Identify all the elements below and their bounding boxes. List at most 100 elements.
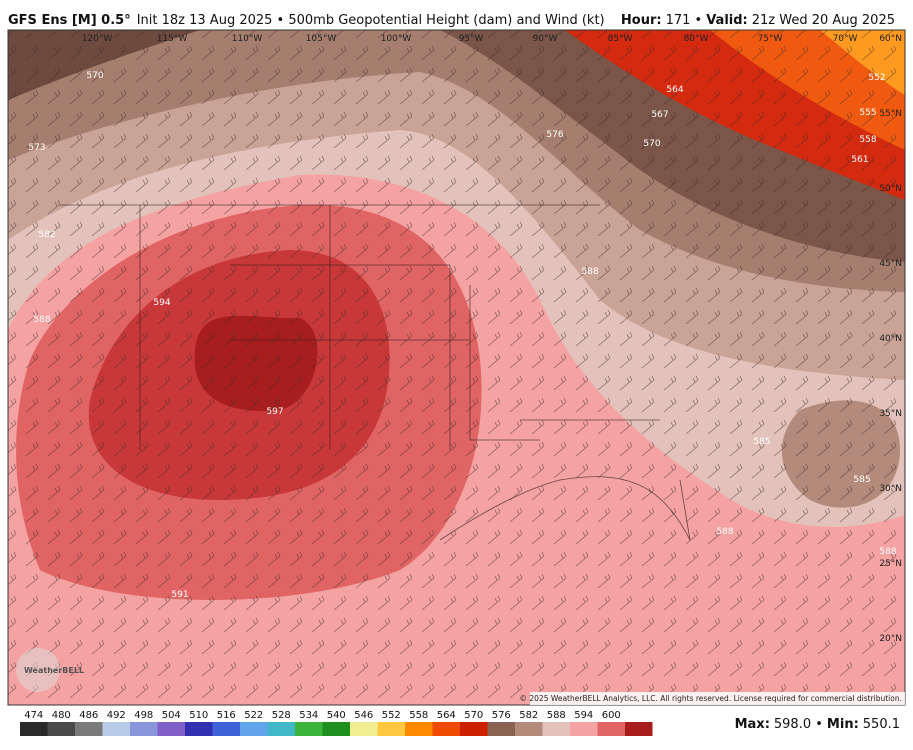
legend-swatch xyxy=(597,722,625,736)
legend-swatch xyxy=(515,722,543,736)
legend-label: 546 xyxy=(354,710,373,721)
legend-label: 552 xyxy=(382,710,401,721)
contour-label: 558 xyxy=(859,135,876,145)
legend-swatch xyxy=(570,722,598,736)
longitude-label: 120°W xyxy=(82,34,113,44)
legend-swatch xyxy=(75,722,103,736)
longitude-label: 85°W xyxy=(608,34,633,44)
hour: 171 • xyxy=(666,13,703,28)
wind-barbs xyxy=(8,30,905,705)
logo: WeatherBELL xyxy=(24,666,84,675)
longitude-label: 100°W xyxy=(381,34,412,44)
logo-circle xyxy=(16,648,60,692)
longitude-label: 110°W xyxy=(232,34,263,44)
copyright-bg xyxy=(530,692,905,705)
contour-label: 576 xyxy=(546,130,563,140)
contour-label: 552 xyxy=(868,73,885,83)
longitude-label: 105°W xyxy=(306,34,337,44)
longitude-label: 80°W xyxy=(684,34,709,44)
legend-label: 498 xyxy=(134,710,153,721)
legend-label: 528 xyxy=(272,710,291,721)
legend-label: 588 xyxy=(547,710,566,721)
legend-label: 594 xyxy=(574,710,593,721)
legend-swatch xyxy=(157,722,185,736)
header-right: Hour: 171 • Valid: 21z Wed 20 Aug 2025 xyxy=(621,13,895,28)
longitude-label: 115°W xyxy=(157,34,188,44)
longitude-label: 70°W xyxy=(833,34,858,44)
legend-label: 534 xyxy=(299,710,318,721)
legend-swatch xyxy=(625,722,653,736)
legend-swatch xyxy=(322,722,350,736)
header: GFS Ens [M] 0.5° Init 18z 13 Aug 2025 • 5… xyxy=(8,13,605,28)
latitude-label: 25°N xyxy=(879,559,902,569)
contour-label: 555 xyxy=(859,108,876,118)
contour-label: 561 xyxy=(851,155,868,165)
legend-label: 480 xyxy=(52,710,71,721)
map-frame xyxy=(7,29,906,706)
legend-swatch xyxy=(185,722,213,736)
contour-label: 570 xyxy=(643,139,660,149)
legend-swatch xyxy=(350,722,378,736)
legend-swatch xyxy=(405,722,433,736)
legend-swatch xyxy=(487,722,515,736)
legend-label: 540 xyxy=(327,710,346,721)
legend-label: 564 xyxy=(437,710,456,721)
legend-label: 474 xyxy=(24,710,43,721)
contour-label: 588 xyxy=(879,547,896,557)
legend-label: 600 xyxy=(602,710,621,721)
longitude-label: 95°W xyxy=(459,34,484,44)
legend-swatch xyxy=(20,722,48,736)
min: 550.1 xyxy=(863,717,900,732)
latitude-label: 20°N xyxy=(879,634,902,644)
legend-swatch xyxy=(212,722,240,736)
legend-swatch xyxy=(377,722,405,736)
legend-label: 504 xyxy=(162,710,181,721)
contour-label: 573 xyxy=(28,143,45,153)
valid-label: Valid: xyxy=(706,13,748,28)
contour-label: 591 xyxy=(171,590,188,600)
legend-swatch xyxy=(432,722,460,736)
legend-swatch xyxy=(295,722,323,736)
legend-label: 582 xyxy=(519,710,538,721)
latitude-label: 30°N xyxy=(879,484,902,494)
contour-label: 588 xyxy=(33,315,50,325)
max-label: Max: xyxy=(735,717,770,732)
stats: Max: 598.0 • Min: 550.1 xyxy=(735,717,900,732)
description: Init 18z 13 Aug 2025 • 500mb Geopotentia… xyxy=(137,13,605,28)
legend-swatch xyxy=(102,722,130,736)
map-fields xyxy=(8,30,905,705)
legend-label: 516 xyxy=(217,710,236,721)
latitude-label: 45°N xyxy=(879,259,902,269)
contour-label: 588 xyxy=(716,527,733,537)
contour-label: 585 xyxy=(853,475,870,485)
legend-swatch xyxy=(130,722,158,736)
legend-label: 576 xyxy=(492,710,511,721)
latitude-label: 60°N xyxy=(879,34,902,44)
legend-swatch xyxy=(267,722,295,736)
latitude-label: 50°N xyxy=(879,184,902,194)
contour-label: 588 xyxy=(581,267,598,277)
legend-swatch xyxy=(240,722,268,736)
legend-label: 558 xyxy=(409,710,428,721)
copyright: © 2025 WeatherBELL Analytics, LLC. All r… xyxy=(520,694,902,703)
model: GFS Ens [M] 0.5° xyxy=(8,13,131,28)
legend-label: 492 xyxy=(107,710,126,721)
contour-label: 564 xyxy=(666,85,683,95)
legend-label: 486 xyxy=(79,710,98,721)
contour-label: 594 xyxy=(153,298,170,308)
valid: 21z Wed 20 Aug 2025 xyxy=(752,13,895,28)
max: 598.0 • xyxy=(774,717,823,732)
legend-label: 510 xyxy=(189,710,208,721)
hour-label: Hour: xyxy=(621,13,662,28)
contour-label: 570 xyxy=(86,71,103,81)
legend-label: 570 xyxy=(464,710,483,721)
contour-label: 585 xyxy=(753,437,770,447)
legend-swatch xyxy=(542,722,570,736)
contour-label: 567 xyxy=(651,110,668,120)
min-label: Min: xyxy=(827,717,859,732)
legend-swatch xyxy=(460,722,488,736)
contour-label: 597 xyxy=(266,407,283,417)
contour-label: 582 xyxy=(38,230,55,240)
